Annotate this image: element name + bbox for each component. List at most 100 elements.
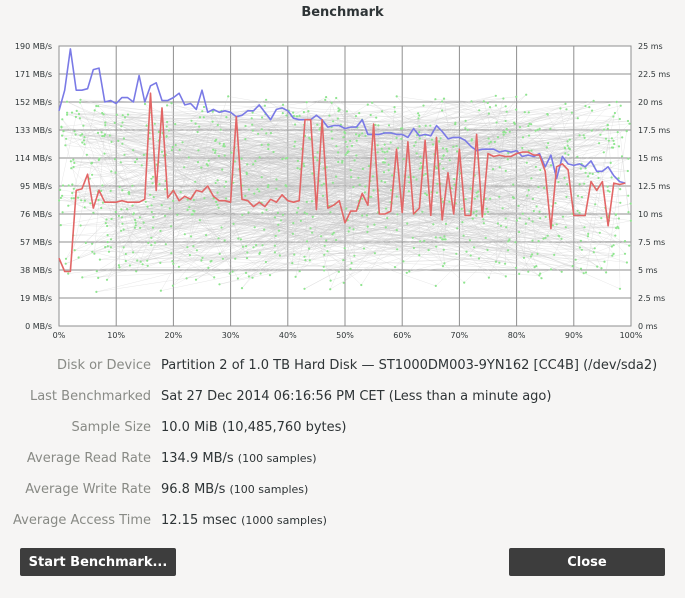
access-time-point — [607, 139, 611, 142]
access-time-point — [201, 256, 204, 259]
last-benchmarked-label: Last Benchmarked — [29, 389, 151, 404]
access-time-point — [418, 131, 421, 134]
access-time-point — [305, 240, 309, 243]
access-time-point — [606, 127, 609, 130]
access-time-number: 12.15 msec — [161, 513, 237, 528]
access-time-point — [150, 177, 153, 180]
access-time-point — [281, 157, 284, 161]
access-time-point — [139, 226, 142, 229]
access-time-point — [66, 111, 69, 114]
x-tick-label: 100% — [620, 331, 643, 340]
access-time-point — [361, 132, 364, 135]
access-time-point — [584, 167, 587, 170]
access-time-point — [344, 153, 347, 156]
access-time-point — [194, 278, 198, 281]
access-time-point — [362, 247, 366, 250]
access-time-point — [475, 191, 478, 194]
access-time-point — [256, 188, 259, 191]
access-time-point — [151, 226, 155, 229]
access-time-point — [117, 139, 120, 142]
access-time-point — [606, 124, 609, 127]
access-time-point — [592, 99, 595, 102]
access-time-point — [336, 117, 339, 120]
access-time-point — [361, 214, 364, 217]
access-time-point — [442, 97, 446, 100]
access-time-point — [241, 245, 245, 248]
access-time-point — [527, 111, 530, 114]
access-time-point — [456, 227, 459, 230]
close-button[interactable]: Close — [509, 548, 665, 576]
access-time-point — [505, 226, 508, 229]
access-time-point — [337, 151, 340, 154]
access-time-point — [62, 130, 65, 133]
access-time-point — [70, 167, 73, 170]
disk-label: Disk or Device — [57, 358, 151, 373]
access-time-point — [389, 141, 392, 144]
access-time-point — [564, 147, 567, 150]
access-time-point — [140, 164, 143, 167]
access-time-point — [584, 104, 587, 108]
access-time-point — [531, 197, 535, 200]
access-time-point — [83, 143, 86, 146]
access-time-point — [73, 161, 76, 164]
access-time-point — [335, 175, 338, 178]
access-time-point — [246, 163, 249, 166]
access-time-point — [427, 249, 430, 252]
access-time-label: Average Access Time — [13, 513, 151, 528]
access-time-point — [225, 116, 228, 119]
access-time-point — [518, 230, 521, 234]
access-time-point — [606, 185, 609, 188]
access-time-point — [95, 270, 98, 273]
access-time-point — [534, 129, 537, 132]
access-time-point — [67, 184, 70, 187]
access-time-point — [77, 256, 80, 259]
access-time-point — [110, 170, 113, 173]
access-time-point — [114, 171, 117, 174]
access-time-point — [553, 253, 556, 256]
access-time-point — [465, 250, 468, 253]
access-time-point — [543, 186, 546, 189]
access-time-point — [216, 123, 219, 127]
access-time-point — [79, 98, 82, 101]
y-left-tick-label: 57 MB/s — [20, 238, 52, 247]
access-time-point — [435, 245, 438, 248]
y-right-tick-label: 12.5 ms — [638, 182, 670, 191]
access-time-point — [69, 160, 72, 163]
access-time-point — [246, 251, 249, 254]
access-time-point — [131, 184, 134, 187]
access-time-point — [615, 100, 618, 103]
access-time-point — [380, 147, 383, 150]
access-time-point — [277, 229, 280, 232]
access-time-point — [566, 183, 569, 186]
access-time-point — [579, 239, 583, 242]
access-time-point — [316, 123, 319, 126]
access-time-point — [602, 151, 605, 154]
access-time-point — [293, 253, 296, 256]
access-time-point — [579, 267, 583, 270]
access-time-point — [117, 214, 120, 217]
access-time-point — [414, 141, 417, 144]
access-time-point — [468, 239, 471, 242]
access-time-point — [97, 276, 100, 279]
access-time-point — [407, 190, 410, 193]
access-time-point — [188, 254, 191, 257]
access-time-point — [104, 222, 107, 225]
access-time-point — [153, 241, 157, 244]
access-time-point — [65, 137, 68, 140]
start-benchmark-button[interactable]: Start Benchmark... — [20, 548, 176, 576]
access-time-point — [89, 202, 92, 205]
access-time-point — [443, 262, 446, 265]
access-time-point — [418, 114, 421, 117]
access-time-point — [104, 246, 107, 249]
access-time-point — [441, 200, 445, 203]
access-time-point — [498, 166, 501, 169]
access-time-point — [267, 143, 270, 146]
x-tick-label: 70% — [451, 331, 469, 340]
access-time-point — [200, 259, 203, 262]
access-time-point — [100, 206, 103, 210]
access-time-point — [384, 181, 387, 184]
access-time-point — [118, 266, 121, 269]
access-time-point — [371, 101, 374, 104]
access-time-point — [418, 254, 421, 257]
access-time-point — [303, 255, 306, 258]
